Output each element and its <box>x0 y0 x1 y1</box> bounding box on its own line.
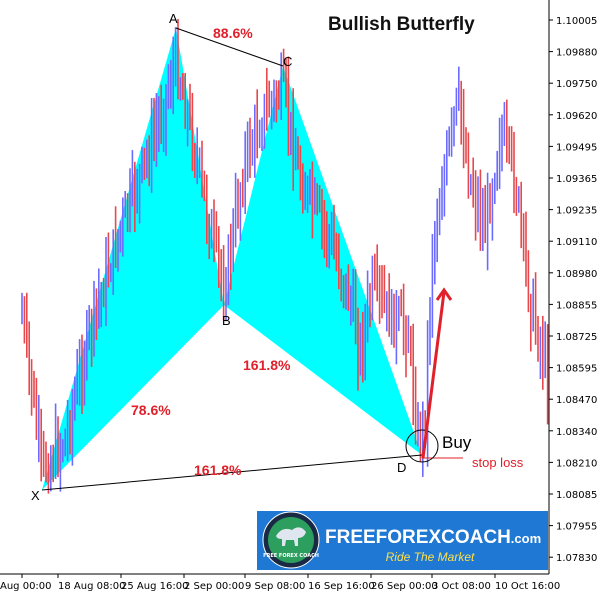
bull-icon <box>276 527 306 546</box>
stop-loss-label: stop loss <box>472 455 524 470</box>
x-tick-label: 25 Aug 16:00 <box>121 581 188 592</box>
y-tick-label: 1.08725 <box>556 332 597 343</box>
y-tick-label: 1.09495 <box>556 142 597 153</box>
y-tick-label: 1.10005 <box>556 16 597 27</box>
point-label-d: D <box>397 460 406 475</box>
y-axis-ticks: 1.10005 1.09880 1.09750 1.09620 1.09495 1.093… <box>549 16 597 564</box>
logo-banner: FREE FOREX COACH FREEFOREXCOACH.com Ride… <box>257 511 548 570</box>
y-tick-label: 1.08980 <box>556 269 597 280</box>
y-tick-label: 1.07830 <box>556 553 597 564</box>
logo-name: FREEFOREXCOACH.com <box>325 527 541 548</box>
y-tick-label: 1.08340 <box>556 427 597 438</box>
candles-group <box>21 19 549 494</box>
logo-badge-text: FREE FOREX COACH <box>263 553 319 559</box>
xd-line <box>41 454 423 491</box>
x-tick-label: 10 Oct 16:00 <box>495 581 560 592</box>
y-tick-label: 1.09110 <box>556 237 597 248</box>
y-tick-label: 1.08085 <box>556 490 597 501</box>
y-tick-label: 1.09880 <box>556 48 597 59</box>
d-point-circle <box>405 429 439 463</box>
x-tick-label: 3 Oct 08:00 <box>432 581 491 592</box>
x-tick-label: 2 Sep 00:00 <box>184 581 244 592</box>
y-tick-label: 1.09620 <box>556 111 597 122</box>
y-tick-label: 1.08210 <box>556 458 597 469</box>
y-tick-label: 1.08470 <box>556 395 597 406</box>
y-tick-label: 1.07955 <box>556 522 597 533</box>
x-tick-label: 18 Aug 08:00 <box>58 581 125 592</box>
x-tick-label: 16 Sep 16:00 <box>308 581 375 592</box>
point-label-b: B <box>222 313 231 328</box>
y-tick-label: 1.09750 <box>556 79 597 90</box>
x-tick-label: 9 Sep 08:00 <box>245 581 305 592</box>
ratio-cd: 161.8% <box>243 357 291 373</box>
buy-arrow-shaft <box>421 291 446 459</box>
ac-line <box>175 27 284 67</box>
chart-title: Bullish Butterfly <box>328 14 475 35</box>
bcd-triangle <box>224 66 422 455</box>
x-tick-label: Aug 00:00 <box>0 581 52 592</box>
buy-arrow-head <box>435 287 453 301</box>
buy-label: Buy <box>442 433 472 452</box>
y-tick-label: 1.09235 <box>556 206 597 217</box>
ratio-xd: 161.8% <box>194 462 242 478</box>
point-label-x: X <box>31 488 40 503</box>
y-tick-label: 1.08855 <box>556 300 597 311</box>
ratio-ab: 78.6% <box>131 402 171 418</box>
point-label-c: C <box>283 54 292 69</box>
y-tick-label: 1.09365 <box>556 174 597 185</box>
x-tick-label: 26 Sep 00:00 <box>371 581 438 592</box>
logo-tagline: Ride The Market <box>386 550 475 564</box>
ratio-bc: 88.6% <box>213 25 253 41</box>
y-tick-label: 1.08595 <box>556 364 597 375</box>
point-label-a: A <box>169 11 178 26</box>
